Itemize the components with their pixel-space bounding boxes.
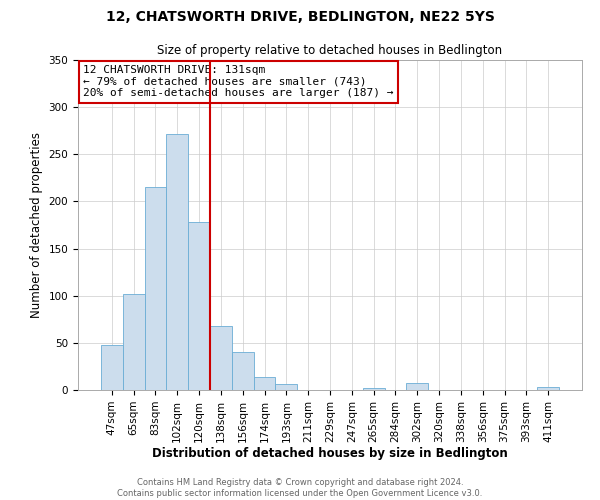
Bar [101, 344, 123, 390]
X-axis label: Distribution of detached houses by size in Bedlington: Distribution of detached houses by size … [152, 448, 508, 460]
Bar [232, 352, 254, 390]
Text: Contains HM Land Registry data © Crown copyright and database right 2024.
Contai: Contains HM Land Registry data © Crown c… [118, 478, 482, 498]
Bar [188, 222, 210, 390]
Bar [145, 188, 166, 390]
Bar [275, 384, 297, 390]
Bar [537, 387, 559, 390]
Text: 12, CHATSWORTH DRIVE, BEDLINGTON, NE22 5YS: 12, CHATSWORTH DRIVE, BEDLINGTON, NE22 5… [106, 10, 494, 24]
Bar [406, 384, 428, 390]
Bar [363, 388, 385, 390]
Bar [123, 294, 145, 390]
Y-axis label: Number of detached properties: Number of detached properties [30, 132, 43, 318]
Title: Size of property relative to detached houses in Bedlington: Size of property relative to detached ho… [157, 44, 503, 58]
Bar [210, 326, 232, 390]
Bar [254, 377, 275, 390]
Bar [166, 134, 188, 390]
Text: 12 CHATSWORTH DRIVE: 131sqm
← 79% of detached houses are smaller (743)
20% of se: 12 CHATSWORTH DRIVE: 131sqm ← 79% of det… [83, 65, 394, 98]
